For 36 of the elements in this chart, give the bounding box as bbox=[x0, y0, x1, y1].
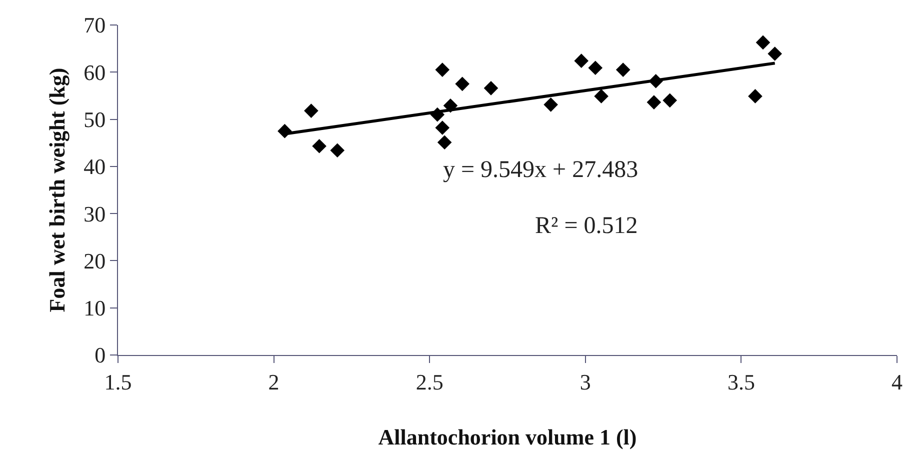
y-axis-title: Foal wet birth weight (kg) bbox=[44, 68, 70, 312]
y-tick-label: 0 bbox=[94, 342, 106, 368]
y-tick-label: 40 bbox=[84, 154, 106, 180]
x-tick-label: 4 bbox=[892, 369, 902, 394]
x-tick-label: 2.5 bbox=[416, 369, 444, 394]
point bbox=[616, 62, 630, 77]
y-tick-label: 70 bbox=[84, 12, 106, 38]
y-tick-label: 50 bbox=[84, 106, 106, 132]
x-tick-label: 2 bbox=[268, 369, 280, 394]
point bbox=[756, 35, 770, 50]
y-tick-label: 30 bbox=[84, 201, 106, 226]
point bbox=[484, 81, 498, 96]
annotation: y = 9.549x + 27.483 bbox=[443, 157, 638, 183]
point bbox=[330, 143, 345, 158]
point bbox=[594, 89, 608, 104]
point bbox=[435, 62, 450, 77]
y-tick-label: 10 bbox=[84, 296, 106, 321]
point bbox=[662, 93, 677, 108]
x-axis-title: Allantochorion volume 1 (l) bbox=[378, 424, 637, 450]
point bbox=[574, 54, 588, 68]
point bbox=[455, 76, 470, 92]
point bbox=[312, 139, 326, 154]
y-tick-label: 20 bbox=[84, 248, 106, 274]
x-tick-label: 1.5 bbox=[104, 369, 132, 394]
y-tick-label: 60 bbox=[84, 60, 106, 85]
point bbox=[544, 98, 558, 112]
point bbox=[748, 89, 762, 104]
point bbox=[435, 120, 450, 135]
annotation: R² = 0.512 bbox=[535, 213, 638, 239]
point bbox=[646, 95, 662, 110]
x-tick-label: 3.5 bbox=[727, 369, 755, 394]
point bbox=[437, 135, 452, 150]
point bbox=[588, 60, 603, 76]
point bbox=[304, 104, 318, 118]
x-tick-label: 3 bbox=[580, 369, 591, 394]
point bbox=[768, 46, 782, 61]
